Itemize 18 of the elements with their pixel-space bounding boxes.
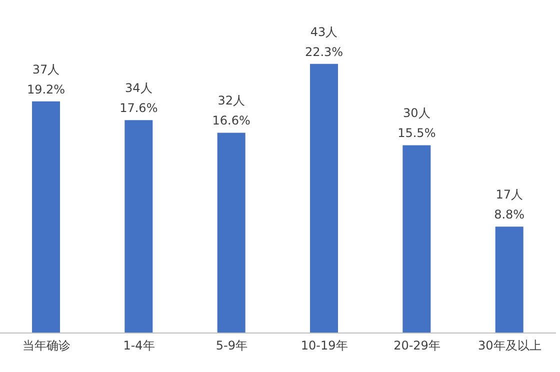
x-tick-label: 1-4年 xyxy=(123,338,155,353)
data-label: 30人 15.5% xyxy=(398,106,436,140)
bar xyxy=(32,101,60,333)
data-label: 32人 16.6% xyxy=(212,94,250,128)
x-tick-label: 5-9年 xyxy=(216,338,248,353)
bar xyxy=(495,226,524,333)
data-label: 34人 17.6% xyxy=(120,81,158,116)
x-tick-label: 当年确诊 xyxy=(22,338,70,353)
bar xyxy=(402,145,431,333)
bar xyxy=(310,64,338,333)
bar xyxy=(217,132,246,333)
bar xyxy=(124,120,153,333)
data-label: 37人 19.2% xyxy=(26,62,66,96)
x-tick-label: 10-19年 xyxy=(300,338,348,353)
x-tick-label: 30年及以上 xyxy=(478,338,542,353)
data-label: 17人 8.8% xyxy=(494,188,525,222)
data-label: 43人 22.3% xyxy=(304,24,344,59)
x-tick-label: 20-29年 xyxy=(394,338,440,353)
